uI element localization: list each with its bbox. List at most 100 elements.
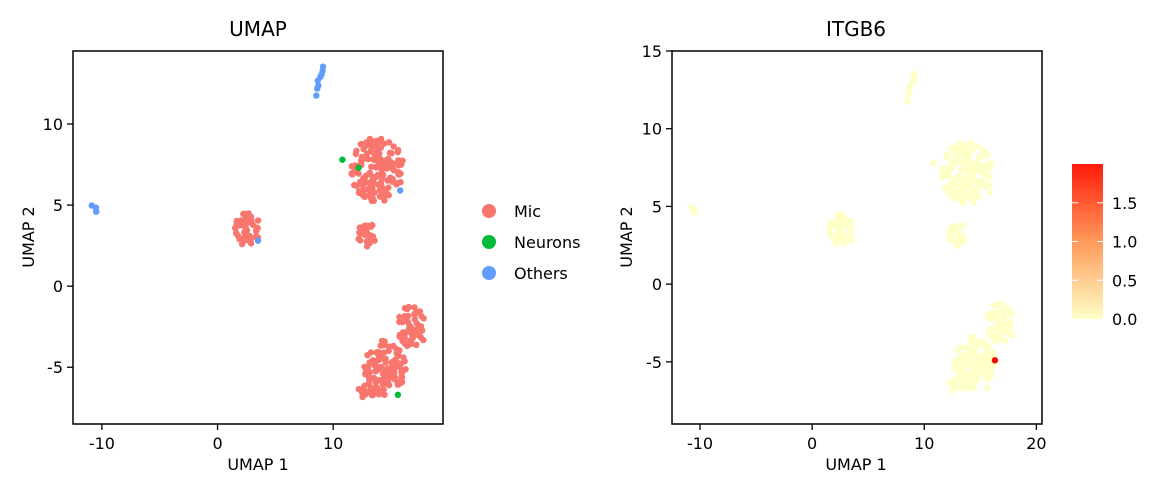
point-neurons [355, 164, 362, 171]
point-others [315, 82, 322, 89]
point-expression [832, 240, 840, 247]
point-expression [969, 375, 976, 382]
umap-y-ticks: -5 0 5 10 [43, 115, 73, 377]
point-expression [962, 356, 969, 363]
point-expression [976, 153, 983, 160]
point-expression [988, 363, 995, 370]
point-expression [997, 322, 1004, 330]
point-expression [958, 141, 965, 148]
point-expression-high [991, 357, 999, 364]
point-mic [386, 149, 394, 156]
point-expression [978, 178, 986, 185]
itgb6-x-ticks: -10 0 10 20 [687, 424, 1047, 453]
point-expression [994, 301, 1001, 308]
umap-y-axis-title: UMAP 2 [19, 206, 38, 267]
itgb6-x-axis-title: UMAP 1 [825, 455, 886, 474]
point-mic [380, 171, 387, 178]
legend-label-neurons: Neurons [514, 233, 580, 252]
itgb6-y-tick-label: 15 [642, 42, 662, 61]
point-expression [979, 338, 986, 345]
point-expression [975, 143, 982, 150]
point-mic [371, 156, 378, 164]
point-mic [394, 381, 402, 388]
point-expression [1000, 301, 1007, 308]
point-expression [986, 189, 993, 196]
umap-y-tick-label: 5 [53, 196, 63, 215]
point-mic [360, 145, 367, 153]
point-expression [983, 385, 991, 392]
point-expression [967, 186, 975, 194]
colorbar-tick-label: 0.5 [1112, 271, 1137, 290]
umap-y-tick-label: 10 [43, 115, 63, 134]
point-mic [366, 359, 373, 366]
point-mic [379, 194, 386, 201]
point-mic [367, 349, 375, 356]
point-expression [1000, 308, 1007, 315]
point-mic [380, 386, 387, 393]
umap-x-ticks: -10 0 10 [89, 424, 343, 453]
point-expression [828, 232, 836, 240]
point-expression [954, 223, 961, 230]
itgb6-title: ITGB6 [826, 17, 886, 41]
point-neurons [339, 156, 346, 163]
point-expression [983, 346, 990, 353]
point-mic [361, 193, 368, 200]
itgb6-plot-frame [671, 50, 1043, 425]
point-expression [846, 226, 854, 234]
point-expression [961, 160, 968, 167]
point-mic [409, 334, 416, 342]
itgb6-y-tick-label: 5 [652, 197, 662, 216]
point-mic [239, 235, 246, 242]
point-others [397, 187, 404, 194]
point-mic [377, 144, 385, 151]
point-expression [968, 166, 975, 173]
itgb6-x-tick-label: -10 [687, 434, 713, 453]
itgb6-panel: ITGB6 -10 0 10 20 -5 0 5 10 15 UMAP 1 UMAP 2 0.… [617, 17, 1137, 474]
point-expression [959, 196, 966, 204]
point-expression [983, 182, 991, 189]
point-expression [947, 181, 954, 189]
point-others [254, 237, 262, 244]
umap-x-tick-label: -10 [89, 434, 115, 453]
point-expression [956, 187, 963, 194]
point-mic [399, 318, 406, 326]
point-expression [930, 159, 937, 167]
point-expression [938, 173, 946, 180]
point-mic [253, 226, 260, 233]
point-expression [975, 163, 982, 170]
point-mic [366, 179, 373, 187]
point-expression [949, 387, 956, 394]
point-expression [911, 70, 918, 78]
point-expression [965, 351, 972, 358]
point-expression [950, 149, 957, 156]
point-mic [249, 221, 257, 228]
point-mic [359, 393, 366, 401]
point-mic [405, 303, 412, 311]
point-expression [974, 186, 981, 193]
colorbar-tick-label: 0.0 [1112, 310, 1137, 329]
point-expression [1001, 337, 1009, 344]
point-expression [979, 147, 986, 154]
point-mic [361, 382, 368, 389]
point-mic [375, 356, 382, 363]
point-expression [954, 159, 962, 166]
point-mic [390, 342, 397, 350]
point-expression [948, 144, 955, 152]
point-expression [956, 182, 963, 189]
point-mic [372, 361, 379, 369]
point-expression [952, 381, 959, 389]
itgb6-x-tick-label: 10 [914, 434, 934, 453]
point-expression [967, 181, 974, 189]
itgb6-colorbar: 0.0 0.5 1.0 1.5 [1072, 164, 1137, 329]
point-expression [904, 98, 912, 105]
point-expression [959, 378, 966, 386]
point-mic [416, 308, 424, 315]
point-mic [368, 163, 375, 170]
point-mic [388, 363, 396, 370]
point-expression [1006, 309, 1014, 317]
point-others [313, 92, 320, 99]
point-mic [363, 139, 370, 146]
point-expression [837, 227, 844, 234]
umap-panel: UMAP -10 0 10 -5 0 5 10 UMAP 1 UMAP 2 Mic Neu… [19, 17, 580, 474]
point-expression [984, 160, 991, 167]
